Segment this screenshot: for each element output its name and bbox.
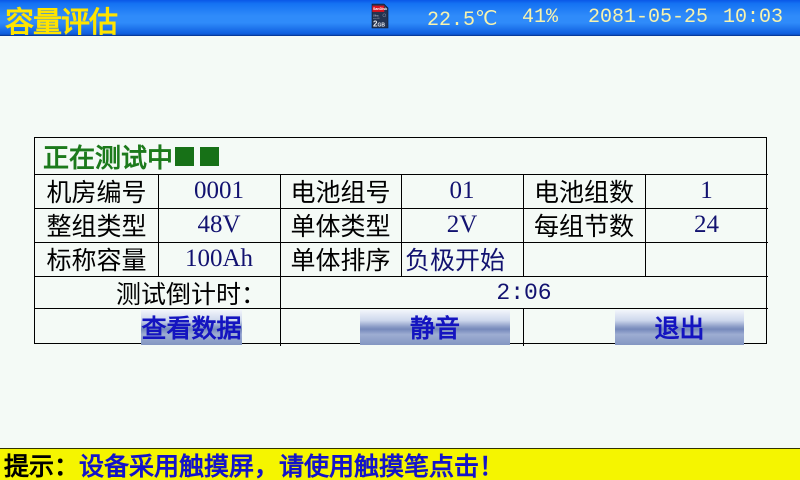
svg-text:SanDisk: SanDisk — [373, 7, 387, 11]
svg-text:Ultra: Ultra — [373, 13, 379, 17]
